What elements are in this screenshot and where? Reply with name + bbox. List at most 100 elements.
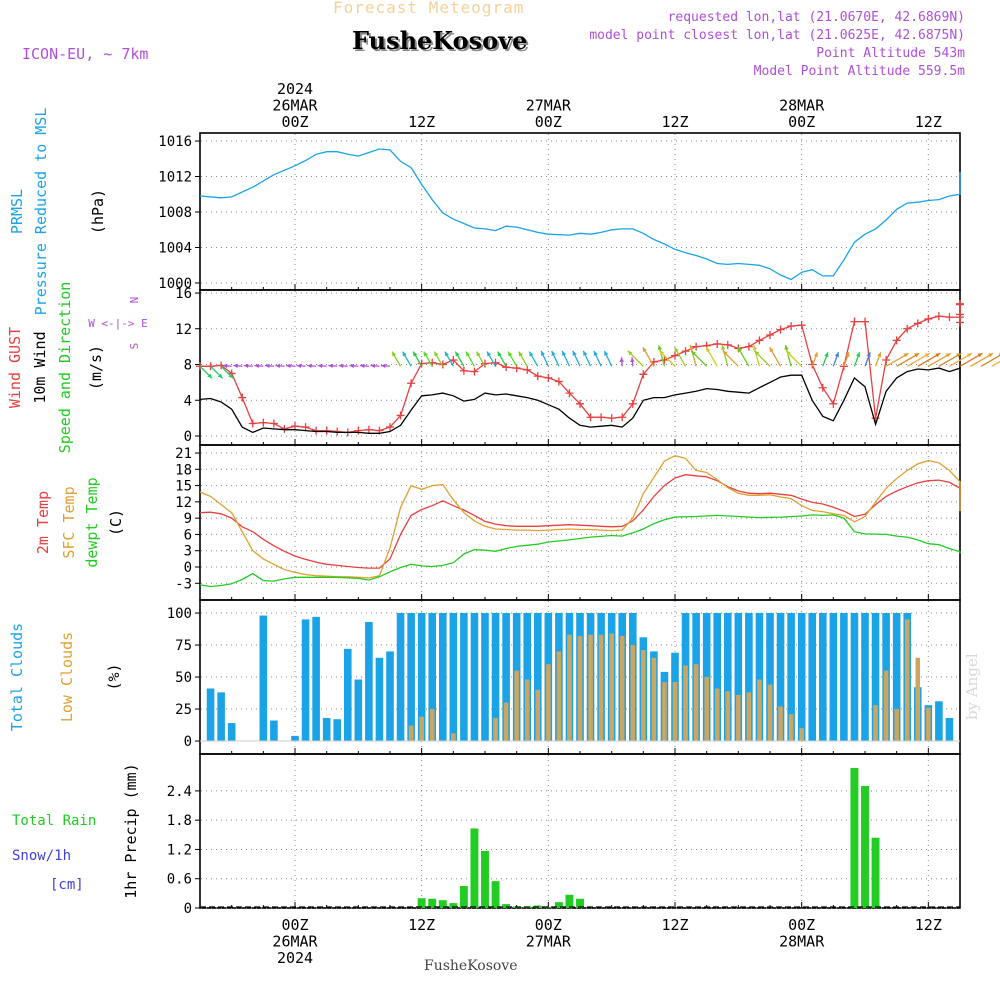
panel-label: (C) — [107, 509, 125, 536]
low-cloud-bar — [767, 684, 773, 741]
precip-bar — [850, 767, 859, 908]
series-line — [200, 303, 961, 434]
y-tick-label: 1016 — [158, 134, 192, 150]
wind-arrow — [412, 351, 423, 367]
total-cloud-bar — [206, 688, 215, 741]
y-tick-label: 1.8 — [167, 813, 192, 829]
wind-arrow — [433, 351, 444, 367]
time-label-top: 12Z — [408, 113, 435, 131]
panel-label: [cm] — [50, 877, 84, 893]
wind-arrow — [328, 363, 338, 369]
total-cloud-bar — [787, 613, 795, 741]
y-tick-label: 1000 — [158, 276, 192, 292]
wind-arrow — [222, 363, 232, 369]
gust-marker — [586, 413, 595, 422]
low-cloud-bar — [619, 636, 625, 741]
wind-arrow — [658, 350, 676, 367]
low-cloud-bar — [693, 664, 699, 741]
gust-marker — [470, 367, 479, 376]
total-cloud-bar — [343, 648, 352, 741]
gust-marker — [861, 317, 869, 326]
gust-marker — [396, 411, 405, 420]
total-cloud-bar — [396, 613, 405, 741]
wind-arrow — [454, 351, 465, 367]
gust-marker — [248, 419, 257, 428]
wind-arrow — [673, 346, 687, 367]
gust-marker — [713, 339, 722, 348]
panel-label: PRMSL — [8, 189, 26, 234]
series-line — [199, 366, 961, 434]
gust-marker — [850, 317, 859, 326]
wind-arrow — [822, 351, 829, 367]
wind-arrow — [572, 350, 581, 367]
gust-marker — [459, 366, 468, 375]
wind-arrow — [970, 352, 994, 367]
total-cloud-bar — [386, 651, 394, 741]
wind-arrow — [690, 350, 708, 367]
time-label-bottom: 00Z — [788, 916, 815, 934]
precip-bar — [438, 900, 447, 908]
total-cloud-bar — [407, 613, 415, 741]
time-label-bottom: 2024 — [277, 949, 313, 967]
wind-arrow — [264, 363, 274, 369]
total-cloud-bar — [945, 717, 954, 741]
wind-arrow — [551, 350, 560, 367]
low-cloud-bar — [598, 634, 604, 741]
wind-arrow — [528, 351, 539, 367]
series-line — [199, 474, 961, 569]
wind-arrow — [561, 350, 571, 367]
wind-arrow — [603, 350, 613, 367]
low-cloud-bar — [683, 665, 688, 741]
total-cloud-bar — [449, 613, 458, 741]
wind-arrow — [689, 344, 697, 367]
panel-label: Total Clouds — [8, 623, 26, 731]
low-cloud-bar — [725, 691, 731, 741]
wind-arrow — [497, 351, 507, 367]
gust-marker — [322, 426, 331, 435]
footer-station: FusheKosove — [424, 958, 518, 974]
y-tick-label: 0 — [184, 429, 192, 445]
gust-marker — [744, 342, 753, 351]
total-cloud-bar — [438, 613, 447, 741]
total-cloud-bar — [840, 613, 848, 741]
closest-coords: model point closest lon,lat (21.0625E, 4… — [589, 28, 965, 43]
total-cloud-bar — [460, 613, 468, 741]
low-cloud-bar — [577, 636, 583, 741]
y-tick-label: 1004 — [158, 241, 192, 257]
gust-marker — [945, 313, 954, 322]
low-cloud-bar — [451, 733, 456, 741]
gust-marker — [238, 393, 247, 402]
time-label-top: 00Z — [281, 113, 308, 131]
gust-marker — [723, 340, 732, 349]
gust-marker — [544, 373, 553, 382]
wind-arrow — [349, 363, 359, 369]
total-cloud-bar — [270, 720, 278, 741]
time-label-top: 12Z — [661, 113, 688, 131]
total-cloud-bar — [227, 723, 236, 741]
panel-label: Speed and Direction — [56, 282, 74, 454]
total-cloud-bar — [861, 613, 869, 741]
gust-marker — [301, 423, 310, 432]
time-label-top: 2024 — [277, 80, 313, 98]
time-label-top: 26MAR — [272, 97, 318, 115]
wind-arrow — [938, 352, 962, 367]
precip-bar — [576, 898, 584, 908]
y-tick-label: 21 — [175, 446, 192, 462]
total-cloud-bar — [470, 613, 479, 741]
wind-arrow — [518, 351, 528, 367]
y-tick-label: 100 — [167, 606, 192, 622]
gust-marker — [565, 389, 574, 398]
wind-arrow — [843, 351, 850, 367]
total-cloud-bar — [301, 619, 310, 741]
time-label-bottom: 00Z — [535, 916, 562, 934]
compass-label: S — [128, 343, 141, 350]
wind-arrow — [254, 363, 264, 369]
total-cloud-bar — [755, 613, 764, 741]
y-tick-label: 3 — [184, 544, 192, 560]
wind-arrow — [768, 346, 782, 367]
gust-marker — [291, 422, 299, 431]
low-cloud-bar — [926, 707, 931, 741]
total-cloud-bar — [428, 613, 437, 741]
gust-marker — [607, 414, 616, 423]
gust-marker — [407, 379, 416, 388]
